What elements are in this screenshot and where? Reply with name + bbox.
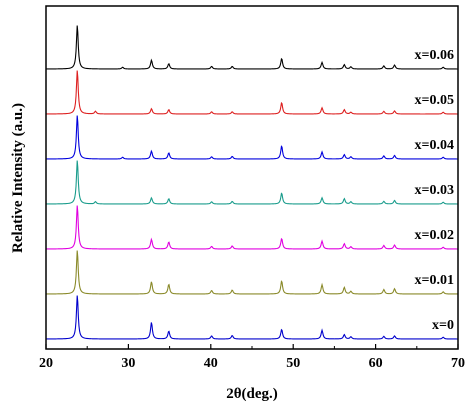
series-label-0: x=0 (432, 318, 454, 333)
series-trace-2 (45, 205, 458, 250)
plot-frame (45, 5, 459, 350)
y-axis-title: Relative Intensity (a.u.) (10, 103, 26, 253)
series-label-2: x=0.02 (415, 228, 454, 243)
x-tick-label-0: 20 (39, 356, 53, 371)
series-trace-0 (45, 295, 458, 340)
series-label-1: x=0.01 (415, 273, 454, 288)
series-label-group: x=0 x=0.01 x=0.02 x=0.03 x=0.04 x=0.05 x=0.06 (415, 48, 454, 333)
x-axis-title: 2θ(deg.) (226, 386, 278, 402)
series-label-6: x=0.06 (415, 48, 454, 63)
x-tick-label-5: 70 (451, 356, 465, 371)
series-label-5: x=0.05 (415, 93, 454, 108)
x-axis-ticks: 20 30 40 50 60 70 (39, 344, 465, 371)
x-tick-label-4: 60 (369, 356, 383, 371)
series-label-4: x=0.04 (415, 138, 454, 153)
series-trace-6 (45, 25, 458, 70)
series-trace-3 (45, 160, 458, 205)
x-tick-label-3: 50 (286, 356, 300, 371)
series-label-3: x=0.03 (415, 183, 454, 198)
trace-group (45, 25, 458, 340)
x-tick-label-1: 30 (121, 356, 135, 371)
series-trace-1 (45, 250, 458, 295)
series-trace-5 (45, 70, 458, 115)
x-tick-label-2: 40 (204, 356, 218, 371)
series-trace-4 (45, 115, 458, 160)
